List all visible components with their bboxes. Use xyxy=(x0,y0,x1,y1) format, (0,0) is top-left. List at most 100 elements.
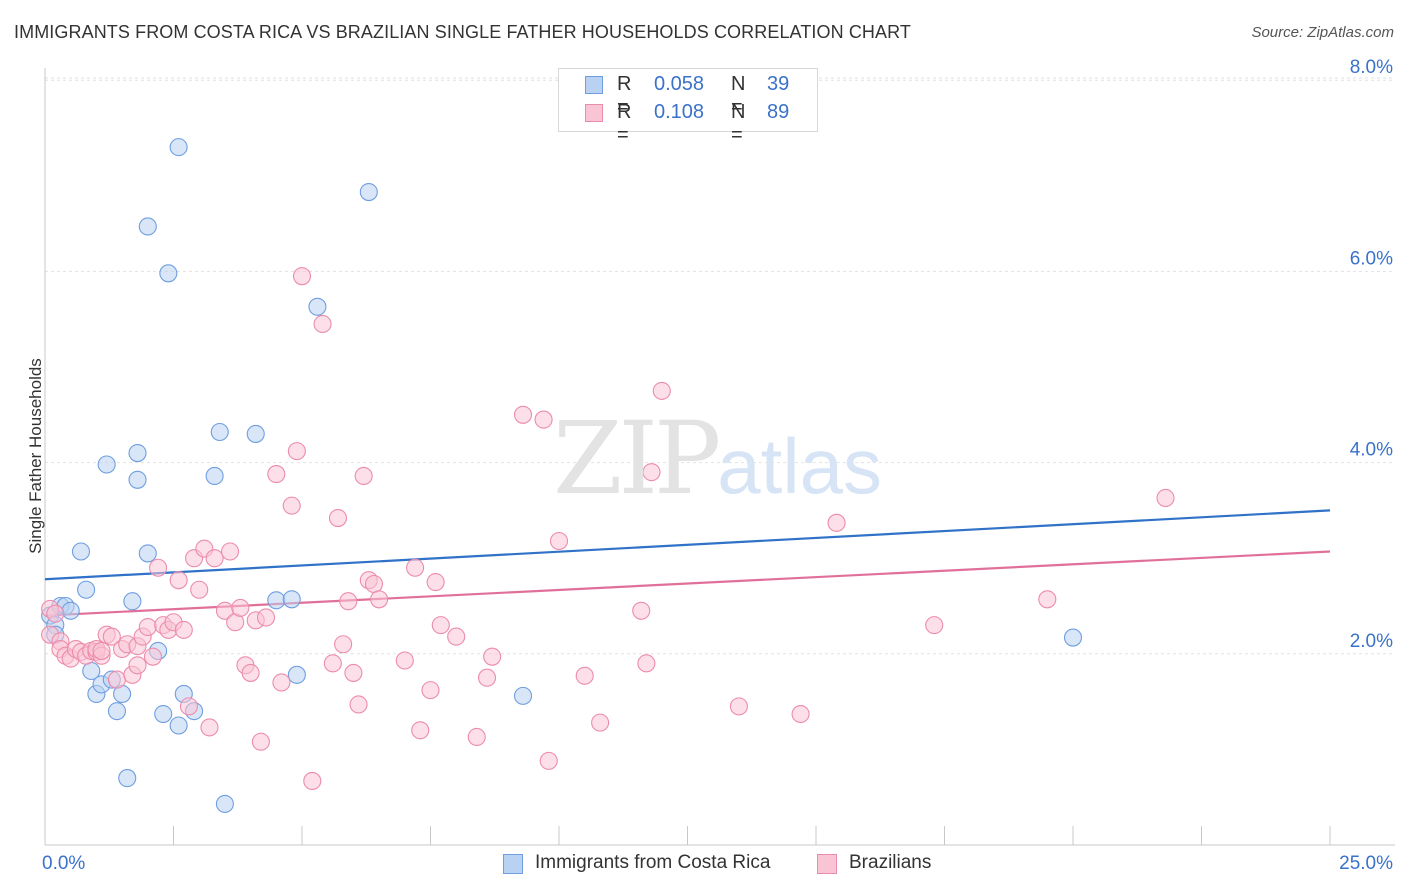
point-brazilians xyxy=(729,697,748,716)
point-brazilians xyxy=(292,267,312,286)
point-brazilians xyxy=(1156,488,1175,508)
point-costa-rica xyxy=(282,590,301,609)
point-brazilians xyxy=(231,598,250,617)
point-brazilians xyxy=(313,314,332,334)
point-brazilians xyxy=(791,704,810,724)
bottom-legend-label: Brazilians xyxy=(849,852,932,873)
legend-swatch-brazilians xyxy=(585,104,603,122)
point-costa-rica xyxy=(71,542,91,561)
chart-title: IMMIGRANTS FROM COSTA RICA VS BRAZILIAN … xyxy=(14,22,911,42)
point-brazilians xyxy=(179,697,198,716)
point-brazilians xyxy=(174,620,193,639)
point-costa-rica xyxy=(128,470,147,489)
point-costa-rica xyxy=(308,297,327,316)
y-tick-label: 4.0% xyxy=(1350,440,1393,461)
legend-n-label: N = xyxy=(731,101,746,146)
point-brazilians xyxy=(395,651,414,670)
trend-line-costa-rica xyxy=(44,509,1331,581)
point-brazilians xyxy=(354,466,373,486)
data-points xyxy=(41,138,1175,813)
point-brazilians xyxy=(447,627,466,646)
point-costa-rica xyxy=(138,544,157,563)
point-costa-rica xyxy=(210,422,229,442)
legend-r-label: R = xyxy=(617,73,632,118)
legend-r-value: 0.058 xyxy=(654,73,705,95)
point-brazilians xyxy=(534,410,553,429)
point-brazilians xyxy=(827,513,846,532)
bottom-legend-swatch-costa-rica xyxy=(503,854,523,874)
point-brazilians xyxy=(107,670,127,689)
point-costa-rica xyxy=(287,665,306,684)
legend-r-label: R = xyxy=(617,101,632,146)
point-costa-rica xyxy=(77,580,96,599)
point-brazilians xyxy=(303,771,322,790)
trend-line-brazilians xyxy=(44,550,1331,617)
legend-n-value: 89 xyxy=(767,101,790,123)
point-brazilians xyxy=(652,381,671,400)
point-brazilians xyxy=(426,573,445,592)
legend-n-value: 39 xyxy=(767,73,790,95)
point-costa-rica xyxy=(246,424,265,443)
point-costa-rica xyxy=(205,466,224,486)
point-brazilians xyxy=(149,558,168,577)
x-tick-label: 25.0% xyxy=(1339,853,1393,874)
point-costa-rica xyxy=(118,769,137,788)
point-brazilians xyxy=(282,496,301,515)
point-brazilians xyxy=(549,531,569,551)
point-costa-rica xyxy=(128,443,147,463)
point-brazilians xyxy=(220,542,240,561)
point-costa-rica xyxy=(123,592,142,611)
watermark-atlas: atlas xyxy=(717,422,883,510)
point-brazilians xyxy=(128,656,147,675)
source-label: Source: ZipAtlas.com xyxy=(1251,24,1394,41)
watermark-zip: ZIP xyxy=(553,400,721,517)
point-brazilians xyxy=(1038,590,1057,609)
point-costa-rica xyxy=(513,686,533,705)
point-brazilians xyxy=(328,508,348,528)
point-brazilians xyxy=(431,616,450,635)
legend-n-label: N = xyxy=(731,73,746,118)
axes xyxy=(44,68,1395,846)
point-brazilians xyxy=(411,721,430,740)
bottom-legend-swatch-brazilians xyxy=(817,854,837,874)
point-brazilians xyxy=(138,617,157,637)
point-brazilians xyxy=(539,751,558,770)
point-brazilians xyxy=(591,713,610,732)
point-brazilians xyxy=(241,663,260,682)
point-brazilians xyxy=(421,681,440,700)
point-brazilians xyxy=(642,463,661,482)
point-costa-rica xyxy=(154,704,173,724)
x-tick-label: 0.0% xyxy=(42,853,85,874)
point-brazilians xyxy=(339,592,358,611)
legend-swatch-costa-rica xyxy=(585,76,603,94)
point-costa-rica xyxy=(107,702,127,721)
point-costa-rica xyxy=(169,716,188,735)
point-brazilians xyxy=(513,405,533,424)
point-brazilians xyxy=(287,442,306,461)
point-brazilians xyxy=(344,663,363,682)
point-brazilians xyxy=(267,465,286,484)
point-brazilians xyxy=(349,695,368,714)
point-brazilians xyxy=(370,590,389,609)
point-brazilians xyxy=(200,718,219,737)
point-brazilians xyxy=(256,608,276,627)
point-brazilians xyxy=(632,601,651,620)
point-costa-rica xyxy=(359,183,378,202)
y-tick-label: 8.0% xyxy=(1350,57,1393,78)
y-tick-label: 6.0% xyxy=(1350,248,1393,269)
point-brazilians xyxy=(190,580,209,599)
point-brazilians xyxy=(575,666,594,685)
point-brazilians xyxy=(272,673,291,692)
point-brazilians xyxy=(637,654,656,673)
point-brazilians xyxy=(364,574,384,594)
point-costa-rica xyxy=(138,217,157,236)
point-costa-rica xyxy=(159,264,178,283)
point-brazilians xyxy=(205,549,224,568)
point-costa-rica xyxy=(97,455,116,474)
point-costa-rica xyxy=(267,591,286,610)
point-brazilians xyxy=(334,635,353,654)
point-costa-rica xyxy=(169,138,188,157)
point-brazilians xyxy=(323,654,342,673)
y-tick-label: 2.0% xyxy=(1350,631,1393,652)
